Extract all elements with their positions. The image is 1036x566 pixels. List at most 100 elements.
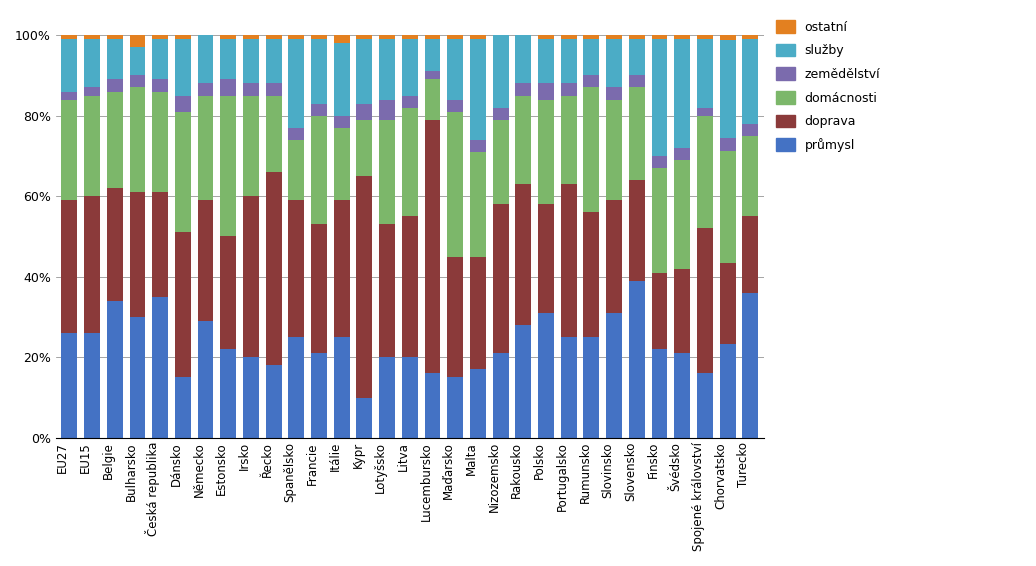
Bar — [470, 256, 486, 370]
Bar — [175, 233, 191, 378]
Bar — [538, 83, 554, 100]
Bar — [606, 88, 622, 100]
Bar — [560, 96, 577, 184]
Bar — [288, 140, 305, 200]
Bar — [697, 39, 713, 108]
Bar — [743, 39, 758, 124]
Bar — [674, 353, 690, 438]
Bar — [515, 184, 531, 325]
Bar — [84, 196, 100, 333]
Bar — [425, 119, 440, 374]
Bar — [493, 108, 509, 119]
Bar — [288, 200, 305, 337]
Bar — [606, 313, 622, 438]
Bar — [402, 39, 418, 96]
Bar — [674, 35, 690, 39]
Bar — [538, 313, 554, 438]
Bar — [606, 200, 622, 313]
Bar — [61, 333, 78, 438]
Bar — [175, 39, 191, 96]
Bar — [697, 374, 713, 438]
Bar — [515, 35, 531, 83]
Bar — [402, 108, 418, 216]
Bar — [61, 39, 78, 92]
Bar — [470, 370, 486, 438]
Bar — [538, 35, 554, 39]
Bar — [107, 301, 122, 438]
Bar — [84, 39, 100, 88]
Bar — [334, 35, 350, 43]
Bar — [448, 35, 463, 39]
Bar — [198, 96, 213, 200]
Bar — [175, 378, 191, 438]
Bar — [470, 152, 486, 256]
Bar — [243, 96, 259, 196]
Bar — [470, 39, 486, 140]
Bar — [697, 229, 713, 374]
Bar — [198, 321, 213, 438]
Bar — [674, 269, 690, 353]
Bar — [84, 96, 100, 196]
Bar — [652, 349, 667, 438]
Bar — [107, 188, 122, 301]
Bar — [402, 35, 418, 39]
Bar — [448, 39, 463, 100]
Bar — [175, 35, 191, 39]
Bar — [130, 317, 145, 438]
Bar — [243, 196, 259, 357]
Bar — [198, 83, 213, 96]
Bar — [221, 96, 236, 237]
Bar — [538, 39, 554, 83]
Bar — [130, 35, 145, 47]
Bar — [743, 124, 758, 136]
Bar — [379, 35, 395, 39]
Bar — [583, 39, 600, 75]
Bar — [356, 176, 372, 397]
Bar — [152, 192, 168, 297]
Bar — [152, 79, 168, 92]
Bar — [560, 39, 577, 83]
Bar — [311, 104, 327, 115]
Bar — [470, 35, 486, 39]
Bar — [107, 92, 122, 188]
Bar — [515, 96, 531, 184]
Bar — [265, 365, 282, 438]
Bar — [288, 35, 305, 39]
Bar — [425, 39, 440, 71]
Bar — [175, 112, 191, 233]
Bar — [583, 75, 600, 88]
Bar — [720, 35, 736, 40]
Bar — [61, 100, 78, 200]
Bar — [402, 96, 418, 108]
Bar — [379, 224, 395, 357]
Bar — [265, 39, 282, 83]
Bar — [221, 79, 236, 96]
Bar — [629, 180, 644, 281]
Bar — [583, 212, 600, 337]
Bar — [720, 138, 736, 152]
Bar — [470, 140, 486, 152]
Bar — [629, 281, 644, 438]
Bar — [61, 35, 78, 39]
Bar — [198, 200, 213, 321]
Bar — [130, 192, 145, 317]
Bar — [674, 160, 690, 269]
Bar — [311, 39, 327, 104]
Bar — [493, 35, 509, 108]
Bar — [288, 337, 305, 438]
Legend: ostatní, služby, zemědělství, domácnosti, doprava, průmysl: ostatní, služby, zemědělství, domácnosti… — [771, 15, 886, 157]
Bar — [288, 128, 305, 140]
Bar — [265, 83, 282, 96]
Bar — [493, 119, 509, 204]
Bar — [107, 35, 122, 39]
Bar — [560, 184, 577, 337]
Bar — [448, 112, 463, 256]
Bar — [288, 39, 305, 128]
Bar — [221, 35, 236, 39]
Bar — [560, 35, 577, 39]
Bar — [583, 35, 600, 39]
Bar — [107, 39, 122, 79]
Bar — [560, 337, 577, 438]
Bar — [379, 39, 395, 100]
Bar — [152, 297, 168, 438]
